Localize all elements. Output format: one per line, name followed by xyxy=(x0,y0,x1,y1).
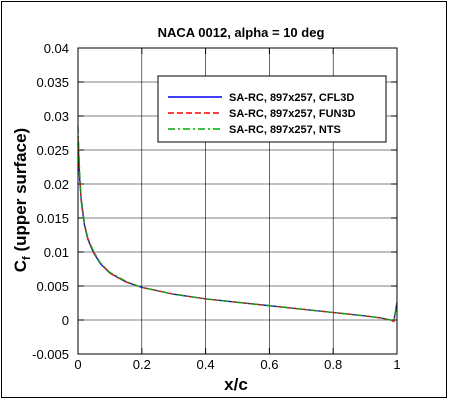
y-tick-label: 0.03 xyxy=(44,109,69,124)
legend-entry: SA-RC, 897x257, FUN3D xyxy=(229,108,356,120)
x-tick-label: 0.2 xyxy=(133,357,151,372)
y-tick-label: 0.005 xyxy=(36,279,69,294)
y-tick-label: 0.025 xyxy=(36,143,69,158)
legend-entry: SA-RC, 897x257, CFL3D xyxy=(229,92,354,104)
series-line xyxy=(77,126,398,323)
series-line xyxy=(77,136,398,323)
y-tick-label: 0.015 xyxy=(36,211,69,226)
series-group xyxy=(77,126,398,323)
y-tick-label: 0.035 xyxy=(36,75,69,90)
y-axis-label-subscript: f xyxy=(21,256,33,260)
x-axis-label: x/c xyxy=(224,375,248,394)
x-tick-label: 0.4 xyxy=(197,357,215,372)
series-line xyxy=(77,143,398,323)
y-tick-label: -0.005 xyxy=(32,347,69,362)
legend-entry: SA-RC, 897x257, NTS xyxy=(229,124,341,136)
x-tick-label: 0.6 xyxy=(260,357,278,372)
x-tick-label: 0.8 xyxy=(324,357,342,372)
x-tick-label: 0 xyxy=(74,357,81,372)
chart-title: NACA 0012, alpha = 10 deg xyxy=(158,25,325,40)
y-tick-label: 0.01 xyxy=(44,245,69,260)
y-tick-label: 0.04 xyxy=(44,41,69,56)
legend-box xyxy=(157,75,387,143)
y-axis-label-main: C xyxy=(11,260,30,272)
y-axis-label-rest: (upper surface) xyxy=(11,128,30,256)
x-tick-label: 1 xyxy=(393,357,400,372)
plot-area xyxy=(77,47,398,355)
axis-ticks: 0 0.2 0.4 0.6 0.8 1 -0.005 0 0.005 0.01 0.015 0.02 0… xyxy=(32,41,400,372)
legend: SA-RC, 897x257, CFL3D SA-RC, 897x257, FUN… xyxy=(157,75,387,143)
y-tick-label: 0.02 xyxy=(44,177,69,192)
y-tick-label: 0 xyxy=(62,313,69,328)
y-axis-label: Cf (upper surface) xyxy=(11,128,33,272)
